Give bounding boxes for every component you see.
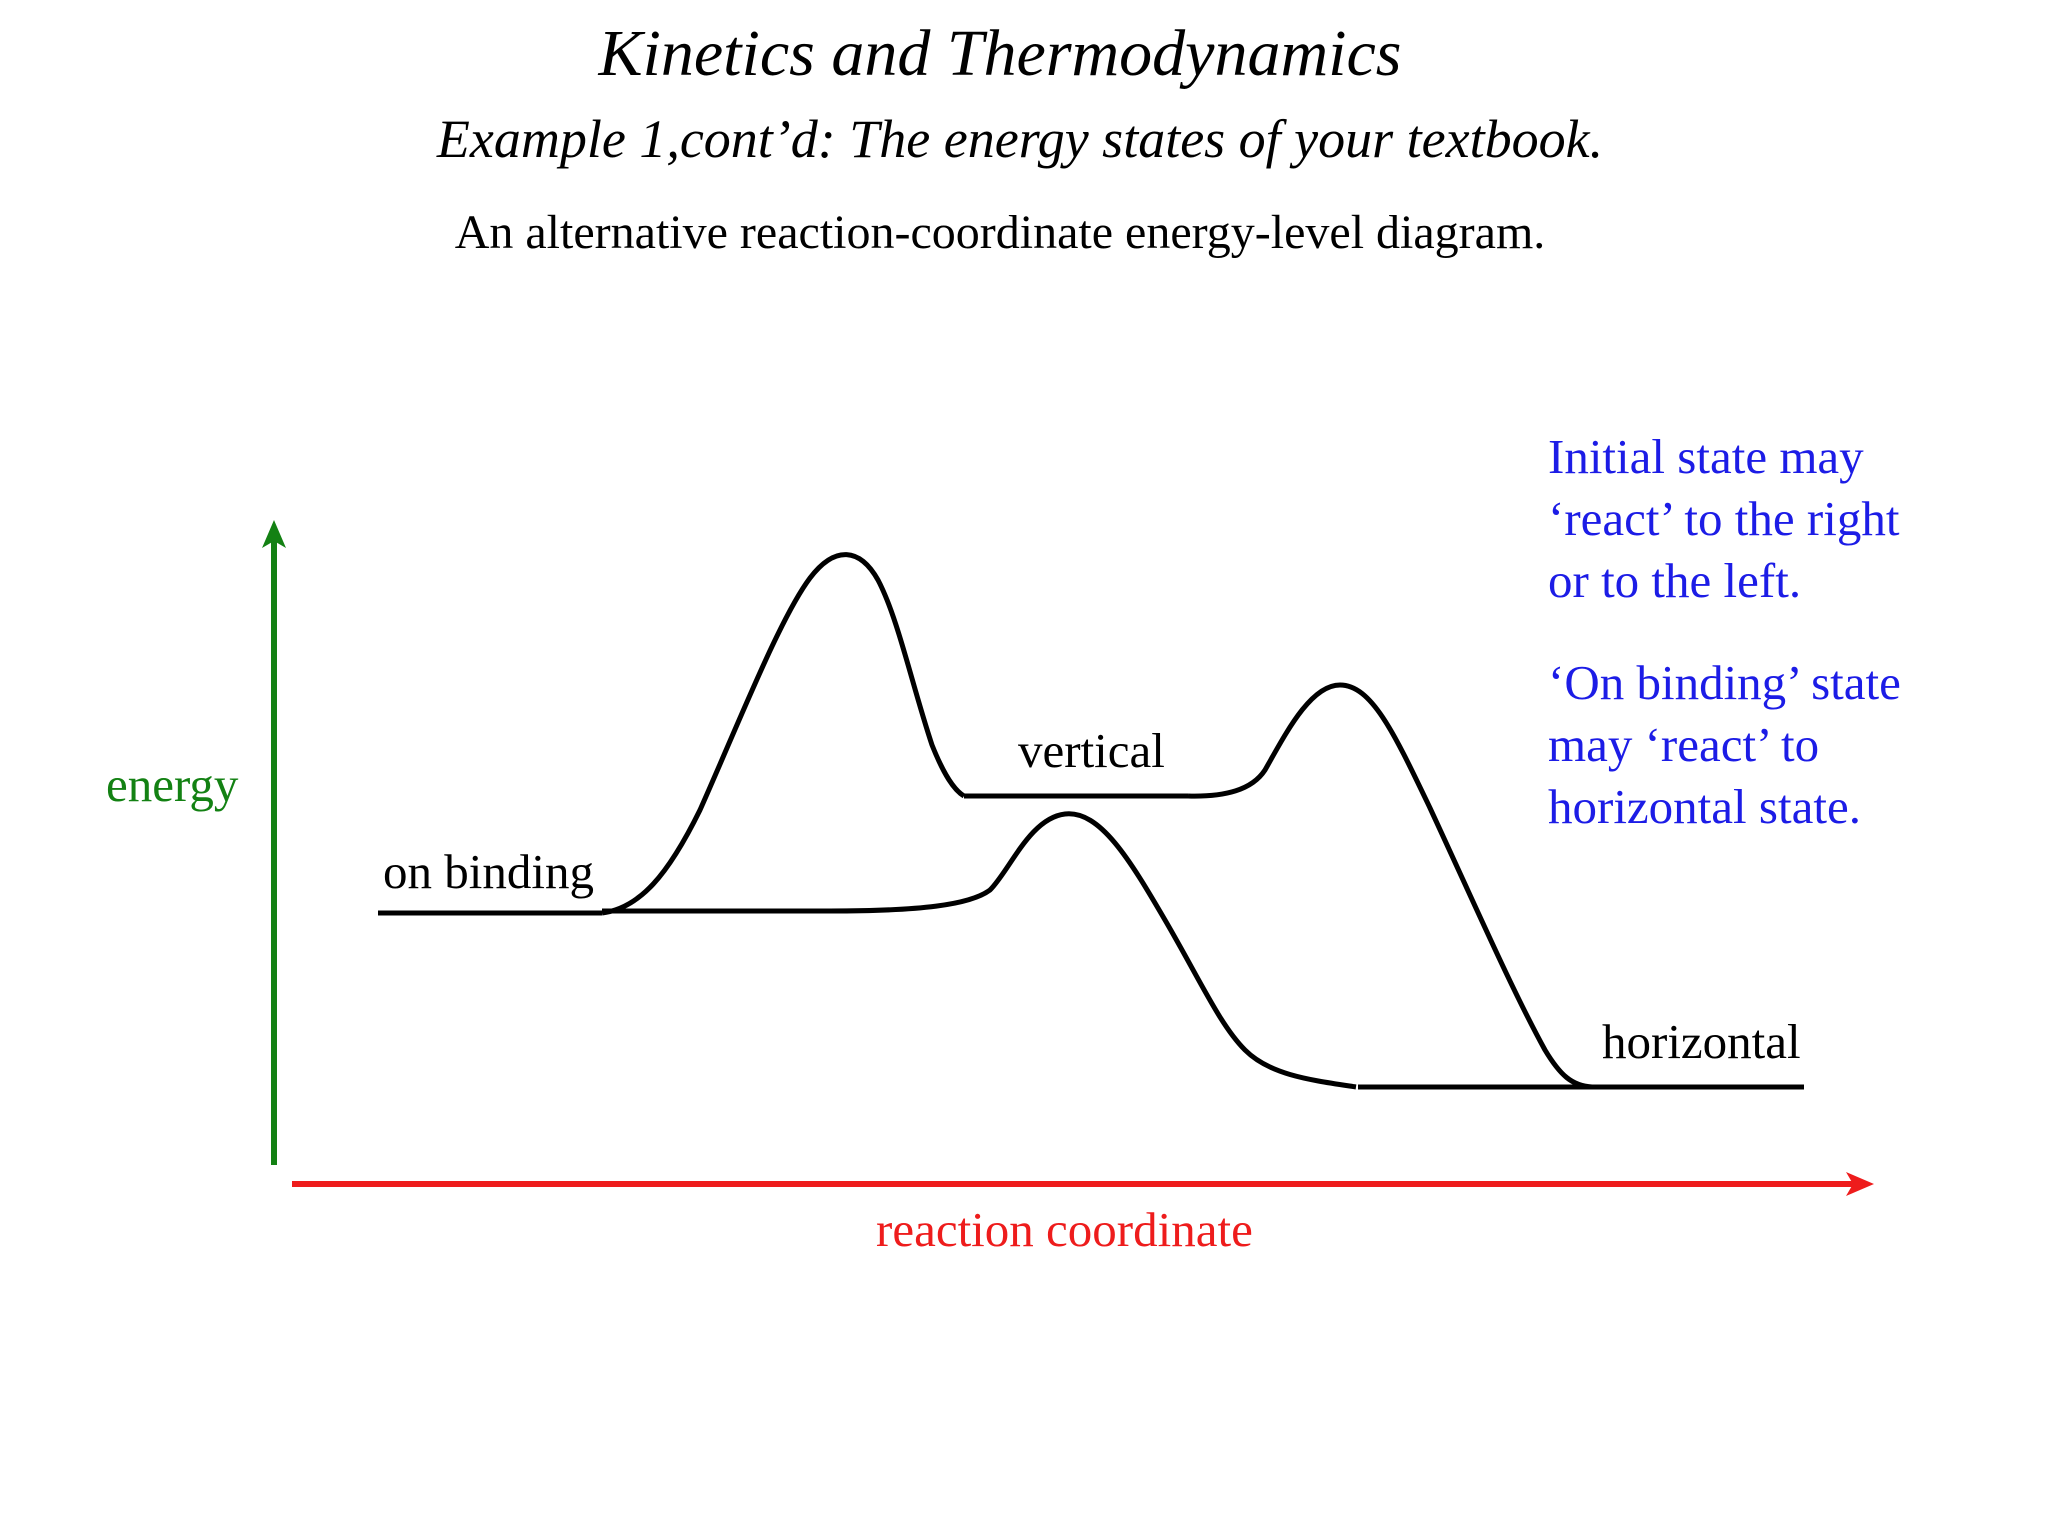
- reaction-coordinate-axis: [292, 1172, 1874, 1196]
- barrier-vertical-to-horizontal: [1187, 682, 1593, 1090]
- state-label-on-binding: on binding: [383, 844, 594, 899]
- barrier-on-binding-to-horizontal: [602, 811, 1357, 1090]
- note-initial-state: Initial state may ‘react’ to the right o…: [1548, 426, 2008, 612]
- energy-axis: [262, 520, 286, 1165]
- state-label-horizontal: horizontal: [1602, 1014, 1801, 1069]
- note-line: Initial state may: [1548, 429, 1864, 484]
- note-line: may ‘react’ to: [1548, 717, 1820, 772]
- slide-title: Kinetics and Thermodynamics: [598, 17, 1402, 90]
- energy-axis-label: energy: [106, 757, 239, 812]
- note-on-binding-state: ‘On binding’ state may ‘react’ to horizo…: [1548, 652, 2008, 838]
- slide-subtitle: Example 1,cont’d: The energy states of y…: [436, 109, 1604, 169]
- note-line: ‘react’ to the right: [1548, 491, 1900, 546]
- note-line: ‘On binding’ state: [1548, 655, 1901, 710]
- note-line: or to the left.: [1548, 553, 1802, 608]
- state-label-vertical: vertical: [1018, 723, 1165, 778]
- note-line: horizontal state.: [1548, 779, 1861, 834]
- reaction-coordinate-label: reaction coordinate: [876, 1202, 1253, 1257]
- diagram-caption: An alternative reaction-coordinate energ…: [454, 206, 1546, 259]
- barrier-on-binding-to-vertical: [601, 552, 966, 916]
